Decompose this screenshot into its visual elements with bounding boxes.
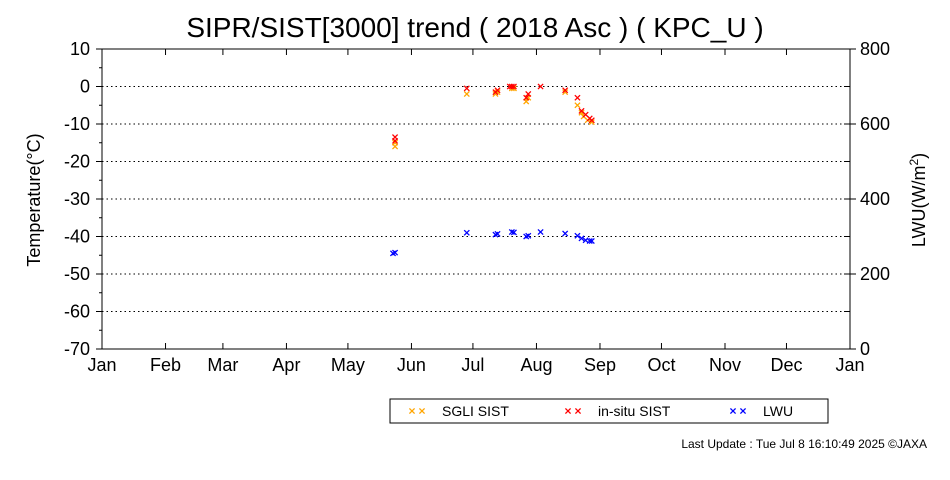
lwu-point [510,229,517,236]
lwu-point [391,249,399,256]
sgli-sist-point [391,139,399,146]
x-tick-label: May [331,355,365,375]
data-points [389,83,595,257]
legend-marker [729,407,737,415]
y2-tick-label: 600 [860,114,890,134]
sgli-sist-point [494,89,501,96]
y-tick-label: -10 [64,114,90,134]
last-update-text: Last Update : Tue Jul 8 16:10:49 2025 ©J… [681,437,927,451]
x-tick-label: Sep [584,355,616,375]
y-tick-label: -40 [64,227,90,247]
in-situ-sist-point [562,87,569,94]
y-tick-label: 0 [80,77,90,97]
legend-marker [739,407,747,415]
lwu-point [562,230,569,237]
x-tick-label: Dec [770,355,802,375]
y2-axis-label-end: ) [909,153,929,159]
grid-lines [102,86,850,312]
in-situ-sist-point [574,94,581,101]
sgli-sist-point [578,109,585,116]
lwu-point [537,228,544,236]
y2-tick-label: 0 [860,339,870,359]
in-situ-sist-point [537,83,544,90]
lwu-point [508,228,515,236]
y2-tick-label: 200 [860,264,890,284]
x-tick-label: Oct [647,355,675,375]
y-tick-label: -30 [64,189,90,209]
legend-label: LWU [763,403,793,419]
in-situ-sist-point [508,83,515,90]
legend: SGLI SIST in-situ SIST LWU [389,398,829,424]
y2-tick-label: 800 [860,39,890,59]
lwu-point [525,232,532,239]
x-tick-label: Jan [87,355,116,375]
legend-item-in-situ-sist: in-situ SIST [564,403,671,419]
lwu-point [578,235,585,242]
chart-title: SIPR/SIST[3000] trend ( 2018 Asc ) ( KPC… [186,12,763,43]
y-tick-label: -20 [64,152,90,172]
legend-item-lwu: LWU [729,403,793,419]
in-situ-sist-point [494,87,501,94]
in-situ-sist-point [391,134,399,141]
lwu-point [494,230,501,237]
legend-marker [408,407,416,415]
in-situ-sist-point [510,83,517,90]
lwu-point [586,237,593,245]
lwu-point [574,232,581,239]
y-tick-label: 10 [70,39,90,59]
y-axis-label: Temperature(°C) [24,133,44,266]
legend-items: SGLI SIST in-situ SIST LWU [408,403,793,419]
y2-tick-label: 400 [860,189,890,209]
y-tick-label: -50 [64,264,90,284]
in-situ-sist-point [588,117,595,124]
sgli-sist-point [574,102,581,109]
x-tick-label: Aug [520,355,552,375]
x-tick-label: Apr [272,355,300,375]
legend-label: SGLI SIST [442,403,509,419]
x-tick-label: Mar [207,355,238,375]
legend-item-sgli-sist: SGLI SIST [408,403,509,419]
in-situ-sist-point [463,85,470,92]
legend-label: in-situ SIST [598,403,671,419]
sgli-sist-point [588,119,595,126]
y2-axis-label-main: LWU(W/m [909,166,929,248]
x-tick-label: Feb [150,355,181,375]
sgli-sist-point [463,90,470,98]
y2-axis-label: LWU(W/m2) [907,153,929,247]
lwu-point [588,237,595,245]
legend-marker [574,407,582,415]
in-situ-sist-point [525,90,532,98]
y-tick-label: -60 [64,302,90,322]
legend-marker [564,407,572,415]
x-tick-label: Jun [397,355,426,375]
axes: 100-10-20-30-40-50-60-708006004002000Jan… [64,39,890,375]
y2-axis-label-sup: 2 [907,159,921,166]
x-tick-label: Jan [835,355,864,375]
legend-marker [418,407,426,415]
sgli-sist-point [562,89,569,96]
legend-box [389,398,829,424]
lwu-point [463,229,470,236]
y-tick-label: -70 [64,339,90,359]
x-tick-label: Jul [461,355,484,375]
in-situ-sist-point [523,94,530,101]
x-tick-label: Nov [709,355,741,375]
